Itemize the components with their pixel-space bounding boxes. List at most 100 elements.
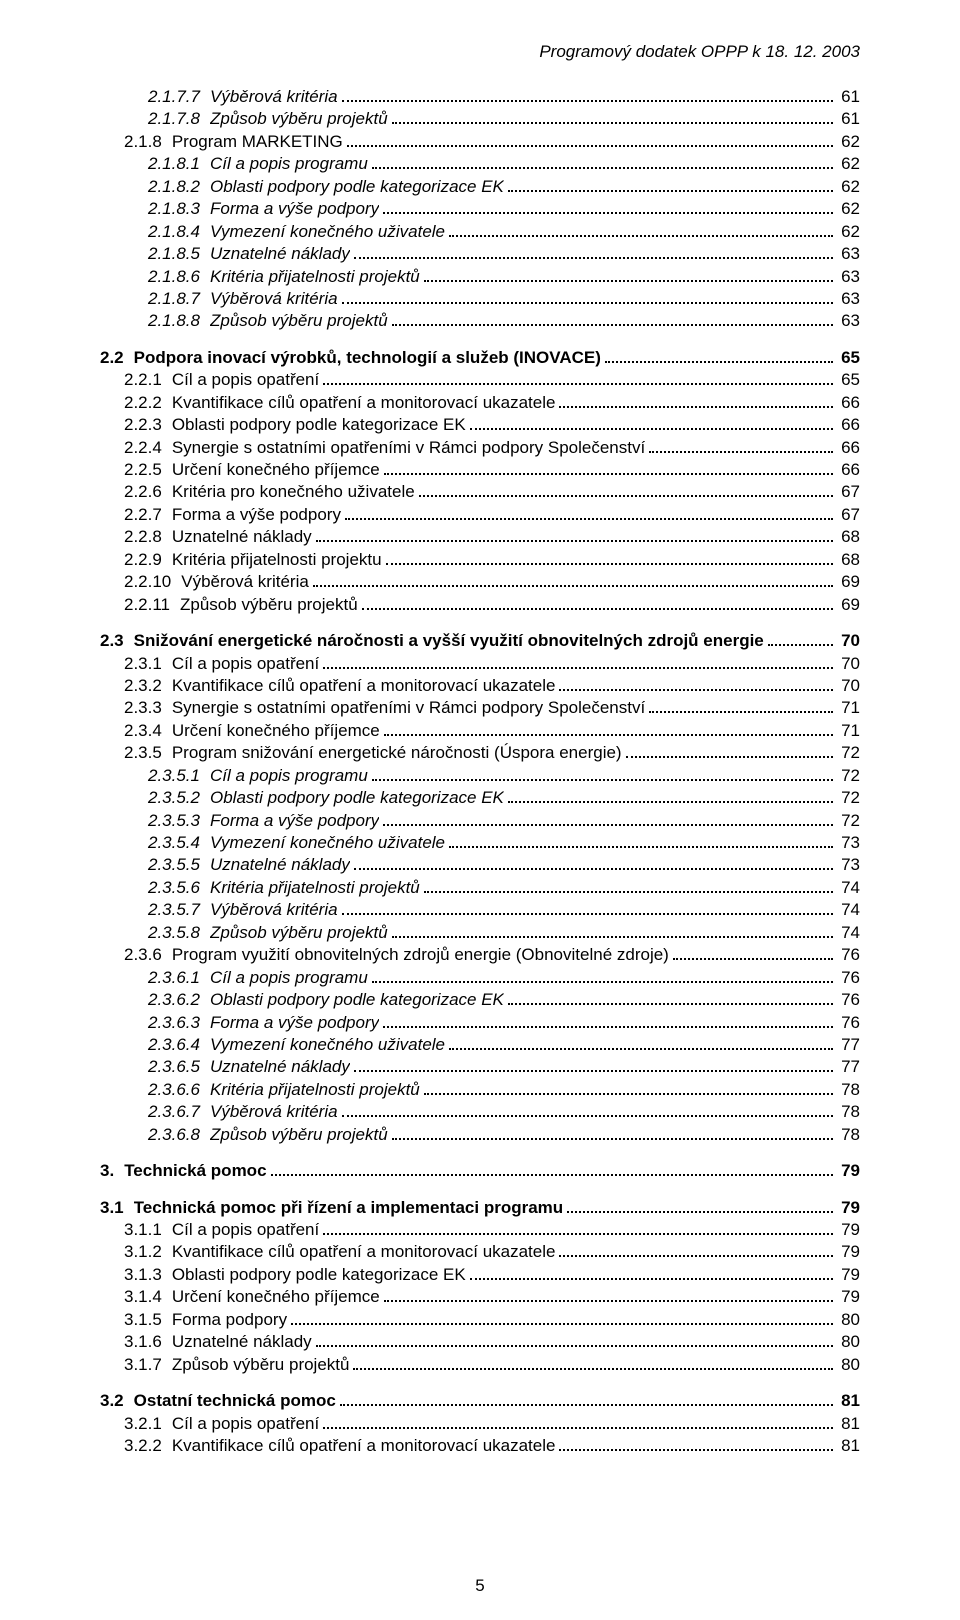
toc-title: Kvantifikace cílů opatření a monitorovac… xyxy=(172,1241,556,1263)
toc-leader xyxy=(424,1080,833,1095)
toc-number: 3.1.4 xyxy=(124,1286,172,1308)
toc-page: 63 xyxy=(837,310,860,332)
toc-page: 72 xyxy=(837,742,860,764)
toc-page: 77 xyxy=(837,1056,860,1078)
toc-title: Forma a výše podpory xyxy=(172,504,341,526)
toc-page: 62 xyxy=(837,131,860,153)
toc-row: 2.2.3Oblasti podpory podle kategorizace … xyxy=(100,414,860,436)
toc-title: Kritéria pro konečného uživatele xyxy=(172,481,415,503)
toc-number: 3.2.1 xyxy=(124,1413,172,1435)
toc-title: Způsob výběru projektů xyxy=(180,594,358,616)
toc-page: 62 xyxy=(837,221,860,243)
toc-title: Výběrová kritéria xyxy=(210,288,338,310)
toc-row: 2.3.6.3Forma a výše podpory76 xyxy=(100,1012,860,1034)
toc-row: 2.2.7Forma a výše podpory67 xyxy=(100,504,860,526)
toc-page: 63 xyxy=(837,288,860,310)
toc-title: Vymezení konečného uživatele xyxy=(210,221,445,243)
toc-title: Způsob výběru projektů xyxy=(210,108,388,130)
toc-title: Uznatelné náklady xyxy=(210,243,350,265)
toc-page: 62 xyxy=(837,198,860,220)
toc-row: 3.1.4Určení konečného příjemce79 xyxy=(100,1286,860,1308)
toc-number: 2.2.3 xyxy=(124,414,172,436)
toc-number: 2.1.8.2 xyxy=(148,176,210,198)
toc-number: 2.3.5.7 xyxy=(148,899,210,921)
toc-page: 74 xyxy=(837,877,860,899)
toc-row: 2.2Podpora inovací výrobků, technologií … xyxy=(100,347,860,369)
toc-number: 2.2 xyxy=(100,347,134,369)
toc-page: 74 xyxy=(837,922,860,944)
toc-title: Určení konečného příjemce xyxy=(172,720,380,742)
toc-number: 2.3.6.6 xyxy=(148,1079,210,1101)
toc-title: Výběrová kritéria xyxy=(210,86,338,108)
toc-leader xyxy=(323,1220,833,1235)
toc-row: 2.3.5.2Oblasti podpory podle kategorizac… xyxy=(100,787,860,809)
toc-title: Způsob výběru projektů xyxy=(210,922,388,944)
toc-page: 70 xyxy=(837,653,860,675)
toc-number: 3.1.3 xyxy=(124,1264,172,1286)
toc-leader xyxy=(559,392,833,407)
toc-row: 2.1.8Program MARKETING62 xyxy=(100,131,860,153)
toc-page: 79 xyxy=(837,1160,860,1182)
toc-page: 77 xyxy=(837,1034,860,1056)
toc-page: 79 xyxy=(837,1197,860,1219)
toc-number: 2.2.11 xyxy=(124,594,180,616)
toc-row: 3.2.2Kvantifikace cílů opatření a monito… xyxy=(100,1435,860,1457)
toc-title: Vymezení konečného uživatele xyxy=(210,1034,445,1056)
toc-row: 2.3.6.5Uznatelné náklady77 xyxy=(100,1056,860,1078)
toc-number: 3.1.1 xyxy=(124,1219,172,1241)
toc-row: 2.3.2Kvantifikace cílů opatření a monito… xyxy=(100,675,860,697)
page: Programový dodatek OPPP k 18. 12. 2003 2… xyxy=(0,0,960,1620)
toc-row: 3.1.3Oblasti podpory podle kategorizace … xyxy=(100,1264,860,1286)
toc-row: 2.3.5.8Způsob výběru projektů 74 xyxy=(100,922,860,944)
toc-row: 2.3.5.3Forma a výše podpory72 xyxy=(100,810,860,832)
toc-page: 80 xyxy=(837,1354,860,1376)
toc-row: 3.1.5Forma podpory80 xyxy=(100,1309,860,1331)
toc-leader xyxy=(354,244,833,259)
toc-title: Technická pomoc xyxy=(124,1160,266,1182)
toc-number: 2.3.6.5 xyxy=(148,1056,210,1078)
toc-number: 3.1.5 xyxy=(124,1309,172,1331)
toc-page: 66 xyxy=(837,459,860,481)
toc-title: Kritéria přijatelnosti projektů xyxy=(210,877,420,899)
toc-number: 2.1.8.3 xyxy=(148,198,210,220)
toc-row: 2.2.9Kritéria přijatelnosti projektu68 xyxy=(100,549,860,571)
toc-row: 2.1.8.4Vymezení konečného uživatele62 xyxy=(100,221,860,243)
toc-page: 65 xyxy=(837,369,860,391)
toc-row: 2.3.4Určení konečného příjemce71 xyxy=(100,720,860,742)
toc-number: 2.2.2 xyxy=(124,392,172,414)
toc-number: 2.2.7 xyxy=(124,504,172,526)
toc-leader xyxy=(392,1124,833,1139)
toc-page: 68 xyxy=(837,526,860,548)
toc-title: Vymezení konečného uživatele xyxy=(210,832,445,854)
toc-number: 2.3.6.2 xyxy=(148,989,210,1011)
toc-title: Cíl a popis opatření xyxy=(172,653,319,675)
toc-number: 3.1 xyxy=(100,1197,134,1219)
toc-leader xyxy=(424,266,833,281)
toc-page: 62 xyxy=(837,153,860,175)
toc-leader xyxy=(291,1309,833,1324)
toc-number: 2.3.5.8 xyxy=(148,922,210,944)
toc-row: 2.1.8.8Způsob výběru projektů63 xyxy=(100,310,860,332)
toc-row: 2.2.2Kvantifikace cílů opatření a monito… xyxy=(100,392,860,414)
toc-title: Program využití obnovitelných zdrojů ene… xyxy=(172,944,669,966)
toc-row: 2.2.5Určení konečného příjemce66 xyxy=(100,459,860,481)
toc-page: 81 xyxy=(837,1390,860,1412)
toc-title: Forma a výše podpory xyxy=(210,1012,379,1034)
toc-number: 2.2.9 xyxy=(124,549,172,571)
toc-leader xyxy=(386,549,834,564)
toc-leader xyxy=(383,1012,833,1027)
toc-leader xyxy=(392,311,833,326)
toc-leader xyxy=(449,221,833,236)
toc-row: 2.1.7.7Výběrová kritéria61 xyxy=(100,86,860,108)
toc-leader xyxy=(470,1265,833,1280)
toc-title: Způsob výběru projektů xyxy=(172,1354,350,1376)
toc-leader xyxy=(384,1287,833,1302)
toc-page: 81 xyxy=(837,1435,860,1457)
toc-number: 2.1.7.8 xyxy=(148,108,210,130)
toc-leader xyxy=(508,176,833,191)
toc-page: 66 xyxy=(837,414,860,436)
toc-leader xyxy=(392,109,833,124)
toc-title: Synergie s ostatními opatřeními v Rámci … xyxy=(172,697,645,719)
toc-title: Kvantifikace cílů opatření a monitorovac… xyxy=(172,675,556,697)
toc-number: 2.1.8.1 xyxy=(148,153,210,175)
